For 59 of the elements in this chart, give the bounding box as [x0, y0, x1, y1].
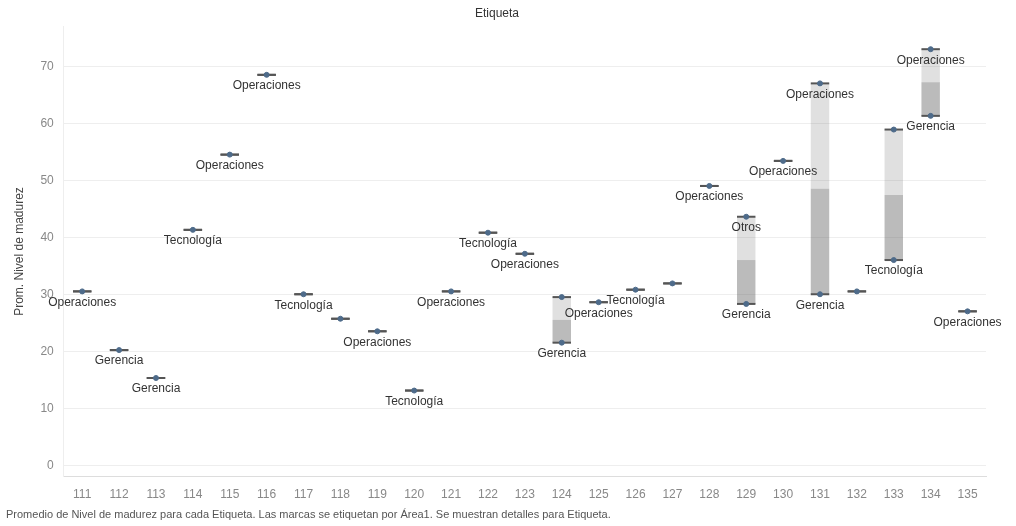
x-tick-label: 122: [477, 487, 499, 502]
x-tick-label: 125: [588, 487, 609, 502]
y-tick-label: 40: [40, 229, 55, 244]
y-axis-title: Prom. Nivel de madurez: [11, 187, 26, 316]
y-tick-label: 10: [40, 400, 55, 415]
x-tick-label: 131: [809, 487, 831, 502]
annotation: Tecnología: [163, 233, 223, 248]
annotation: Gerencia: [721, 307, 771, 322]
x-tick-label: 118: [330, 487, 351, 502]
annotation: Operaciones: [749, 164, 818, 179]
y-tick-label: 60: [40, 115, 55, 130]
annotation: Gerencia: [906, 119, 956, 134]
annotation: Gerencia: [537, 345, 587, 360]
annotation: Operaciones: [490, 257, 559, 272]
annotation: Operaciones: [232, 78, 301, 93]
x-tick-label: 112: [109, 487, 129, 502]
x-tick-label: 133: [883, 487, 905, 502]
x-tick-label: 121: [441, 487, 462, 502]
annotation: Operaciones: [564, 305, 633, 320]
annotation: Operaciones: [195, 157, 264, 172]
x-tick-label: 114: [183, 487, 203, 502]
annotation: Gerencia: [94, 353, 144, 368]
annotation: Tecnología: [864, 263, 924, 278]
annotation: Tecnología: [385, 393, 444, 408]
x-tick-label: 132: [846, 487, 868, 502]
x-tick-label: 113: [146, 487, 166, 502]
annotation: Operaciones: [343, 334, 412, 349]
annotation: Operaciones: [785, 86, 855, 101]
annotation: Operaciones: [896, 52, 965, 67]
annotation: Operaciones: [933, 314, 1002, 329]
annotation: Gerencia: [795, 297, 845, 312]
annotation: Operaciones: [417, 294, 486, 309]
y-tick-label: 50: [40, 172, 55, 187]
annotation: Tecnología: [606, 292, 665, 307]
annotation: Tecnología: [274, 297, 333, 312]
annotation: Otros: [731, 220, 761, 235]
x-tick-label: 123: [514, 487, 536, 502]
x-tick-label: 117: [293, 487, 314, 502]
x-tick-label: 126: [625, 487, 646, 502]
annotation: Tecnología: [458, 236, 518, 251]
x-tick-label: 115: [220, 487, 240, 502]
x-tick-label: 134: [920, 487, 941, 502]
x-tick-label: 124: [551, 487, 573, 502]
x-tick-label: 120: [404, 487, 425, 502]
x-tick-label: 111: [73, 487, 92, 502]
x-tick-label: 128: [699, 487, 720, 502]
x-tick-label: 135: [957, 487, 978, 502]
chart-title: Etiqueta: [474, 5, 520, 20]
x-tick-label: 130: [773, 487, 794, 502]
x-tick-label: 119: [367, 487, 388, 502]
annotation: Operaciones: [675, 189, 744, 204]
y-tick-label: 0: [47, 457, 55, 472]
y-tick-label: 20: [40, 343, 55, 358]
text: Promedio de Nivel de madurez para cada Etiqueta. Las marcas se etiquetan por Área1. Se muestran detalles para Etiqueta.: [6, 508, 611, 520]
x-tick-label: 116: [257, 487, 277, 502]
y-tick-label: 70: [40, 58, 55, 73]
x-tick-label: 127: [662, 487, 683, 502]
x-tick-label: 129: [736, 487, 757, 502]
annotation: Gerencia: [131, 381, 181, 396]
